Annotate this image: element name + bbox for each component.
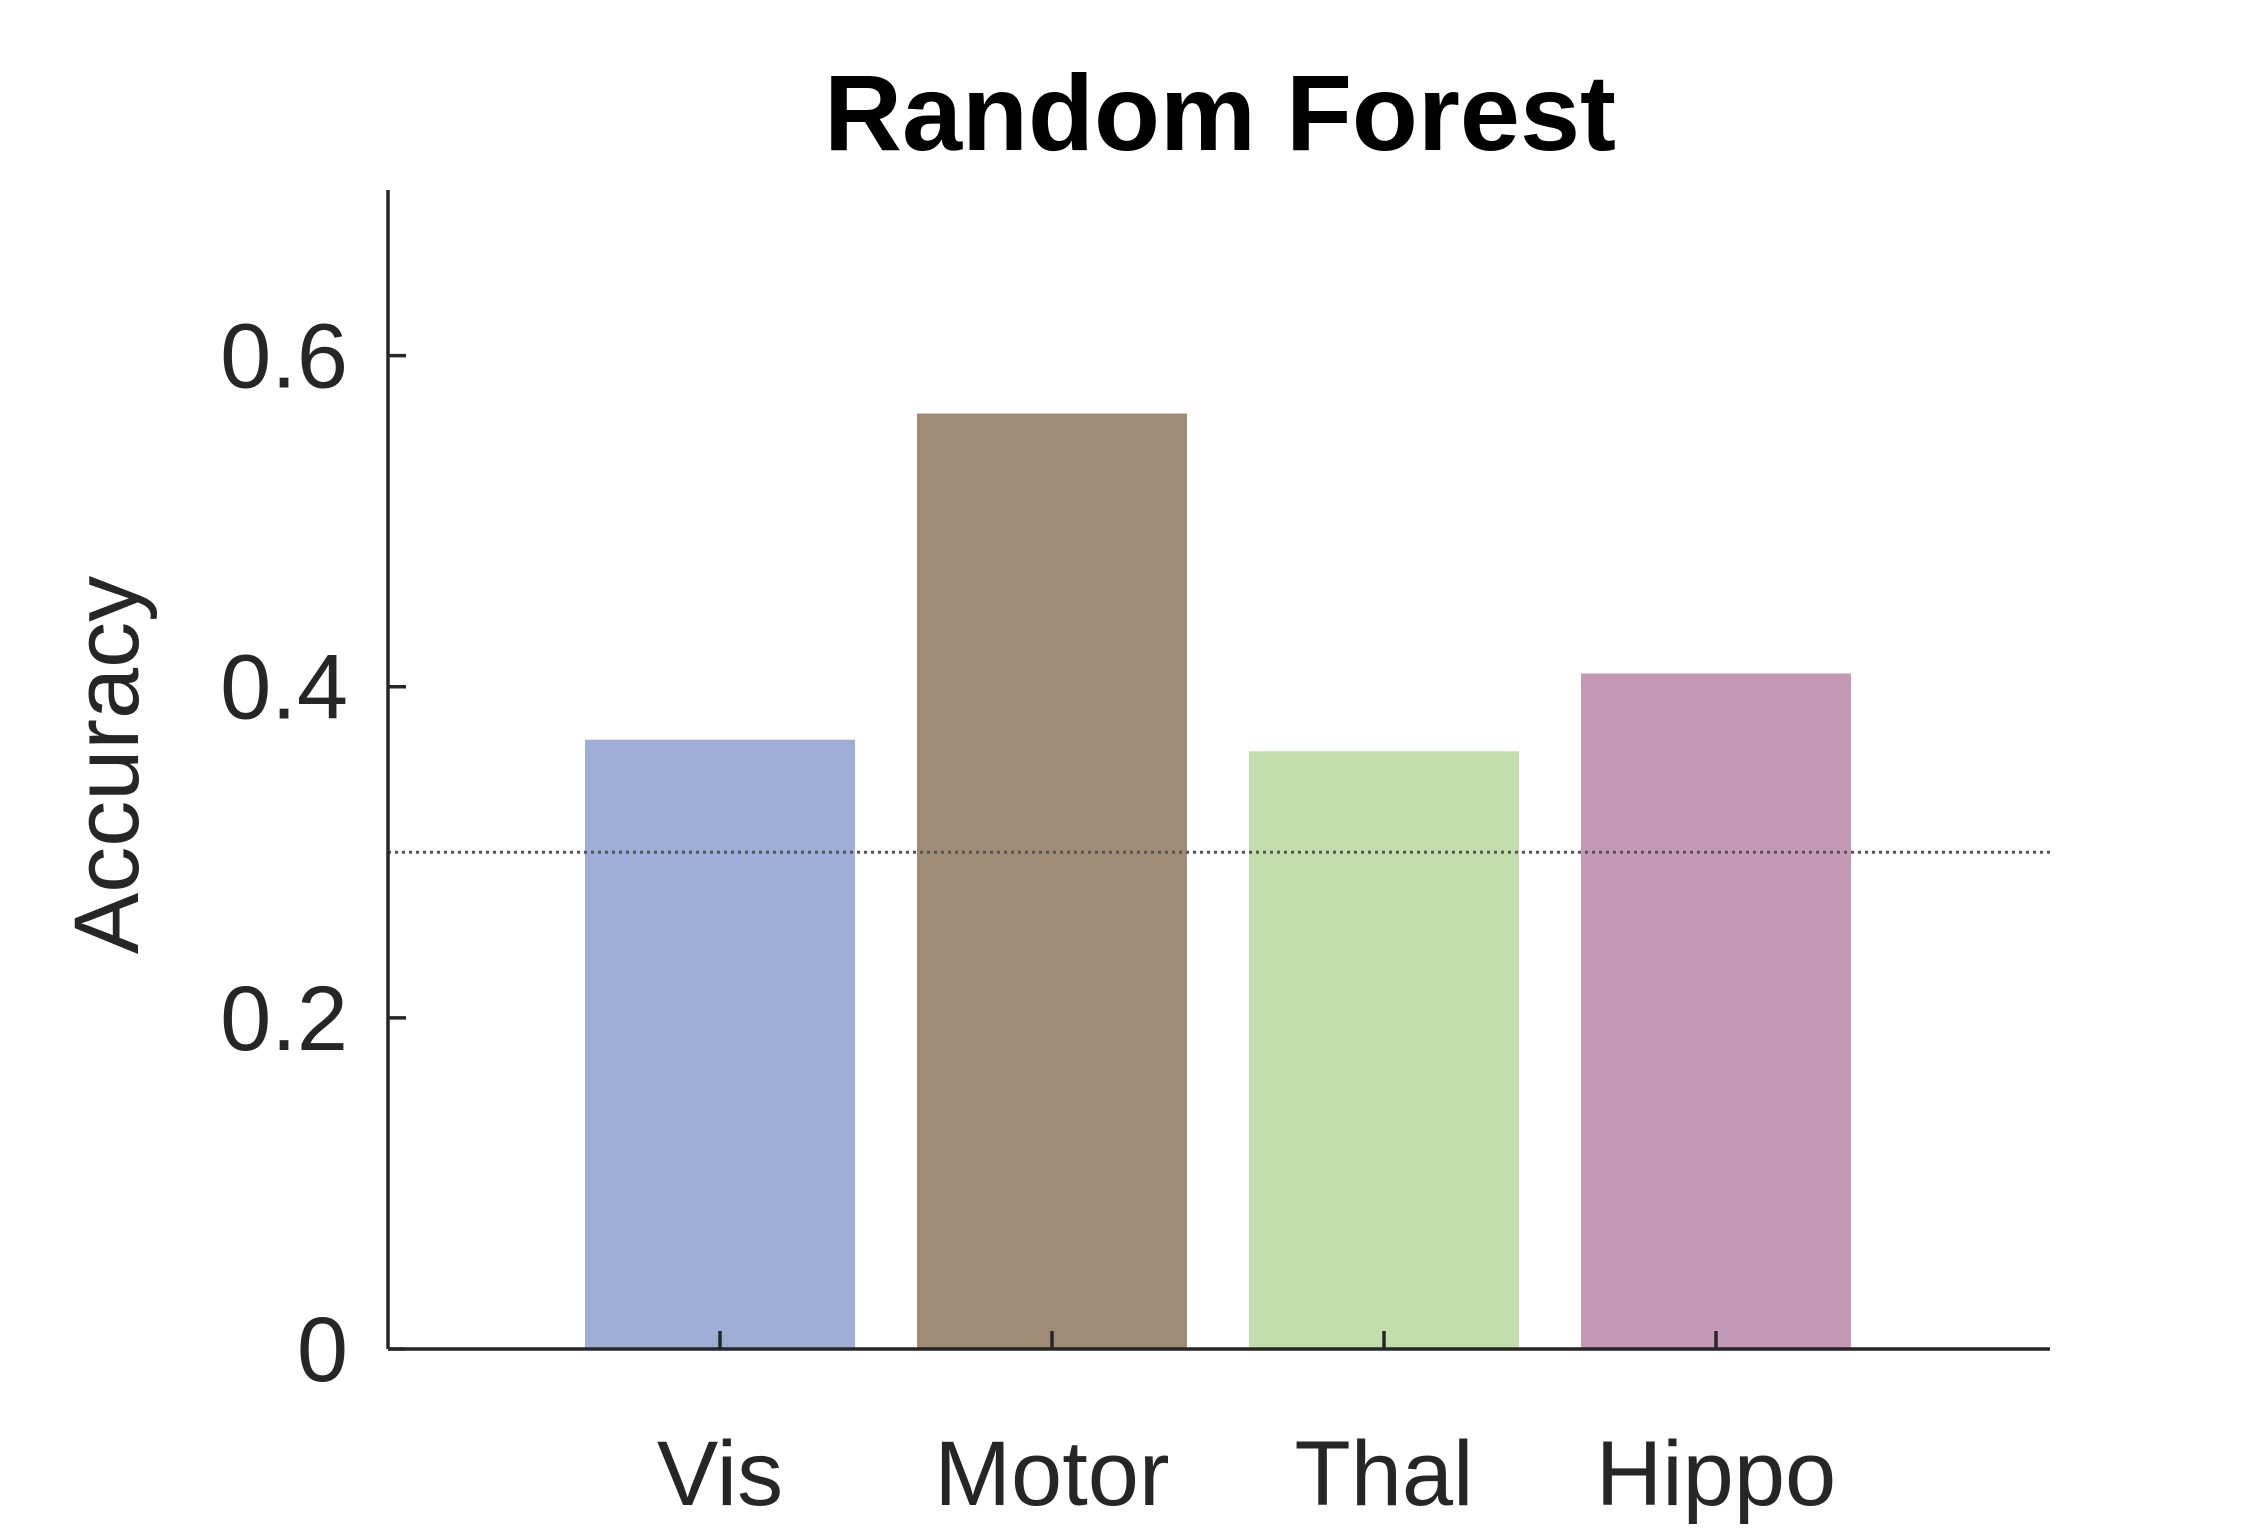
y-tick-label: 0.6	[220, 306, 348, 408]
bar-motor	[917, 413, 1187, 1349]
bar-hippo	[1581, 673, 1851, 1349]
x-tick-label: Thal	[1295, 1423, 1474, 1525]
y-axis-label: Accuracy	[56, 576, 158, 954]
bars-layer	[585, 413, 1851, 1349]
y-tick-label: 0	[297, 1299, 348, 1401]
chart-title: Random Forest	[824, 52, 1616, 173]
axes-layer	[386, 190, 2050, 1351]
x-tick-label: Vis	[657, 1423, 783, 1525]
y-tick-label: 0.4	[220, 637, 348, 739]
y-tick-label: 0.2	[220, 968, 348, 1070]
y-ticks: 0 0.2 0.4 0.6	[220, 306, 406, 1401]
x-tick-label: Motor	[934, 1423, 1169, 1525]
bar-vis	[585, 739, 855, 1349]
bar-thal	[1249, 751, 1519, 1349]
x-ticks: Vis Motor Thal Hippo	[657, 1331, 1836, 1525]
x-tick-label: Hippo	[1596, 1423, 1836, 1525]
